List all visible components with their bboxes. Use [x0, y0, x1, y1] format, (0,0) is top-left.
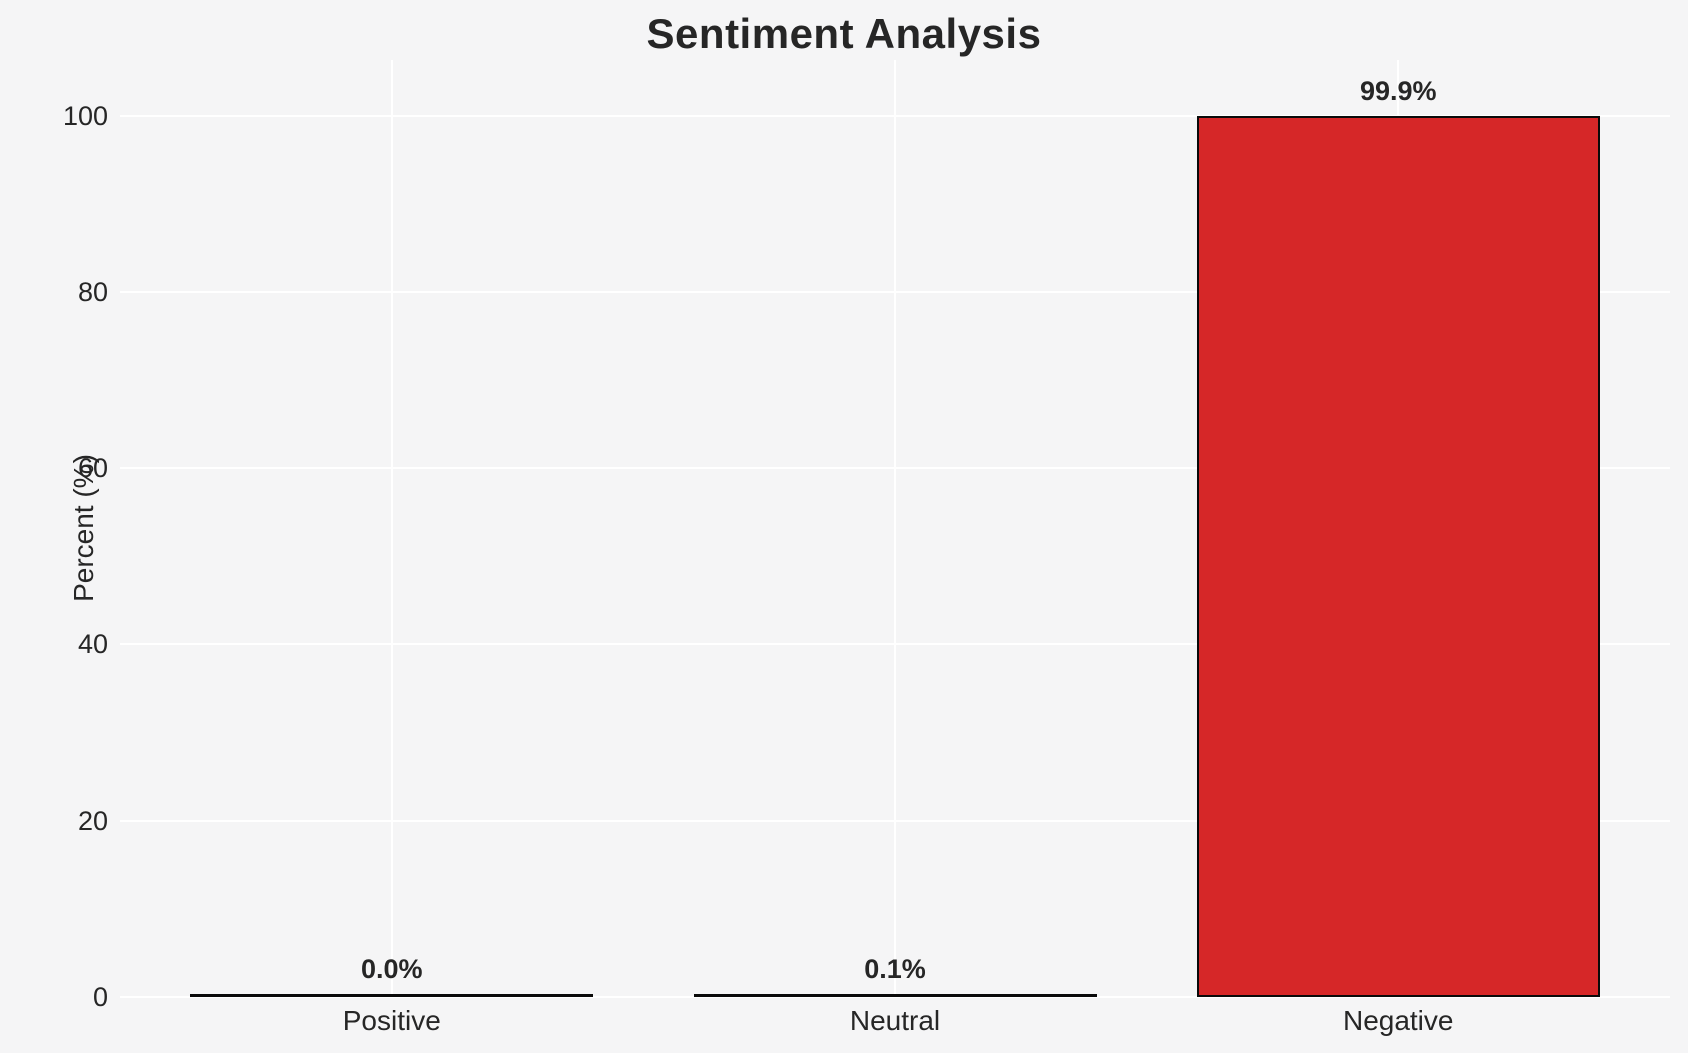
y-tick-label: 60 [77, 453, 108, 484]
bar-value-label: 0.1% [864, 954, 926, 984]
x-category-label: Neutral [849, 1005, 941, 1036]
v-gridline [390, 60, 393, 997]
h-gridline [120, 996, 1670, 998]
y-tick-label: 0 [92, 982, 108, 1012]
bar-neutral [693, 994, 1097, 997]
chart-title: Sentiment Analysis [646, 10, 1042, 57]
y-tick-label: 40 [77, 629, 108, 660]
y-tick-label: 20 [77, 805, 108, 836]
bar-value-label: 0.0% [360, 954, 423, 984]
y-tick-label: 80 [77, 276, 108, 307]
y-tick-label: 100 [62, 100, 108, 131]
bar-value-label: 99.9% [1359, 76, 1437, 106]
x-category-label: Negative [1342, 1005, 1454, 1036]
x-category-label: Positive [342, 1005, 441, 1036]
bar-positive [190, 994, 594, 997]
bar-negative [1196, 116, 1600, 997]
v-gridline [894, 60, 896, 997]
